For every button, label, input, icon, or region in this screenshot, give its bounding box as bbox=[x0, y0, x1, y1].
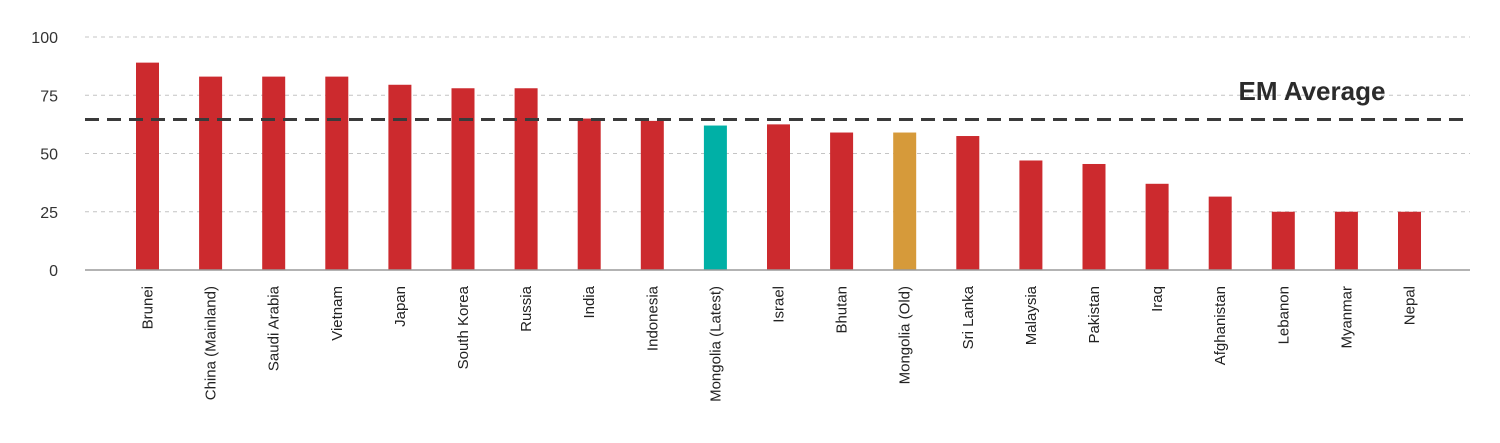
x-tick-label: Iraq bbox=[1149, 286, 1166, 312]
y-axis-ticks: 0 25 50 75 100 bbox=[31, 30, 58, 280]
bar bbox=[325, 76, 349, 270]
x-tick-label: Afghanistan bbox=[1212, 286, 1229, 365]
bar bbox=[893, 132, 917, 270]
bar bbox=[136, 62, 159, 270]
bar bbox=[451, 88, 475, 270]
x-tick-label: China (Mainland) bbox=[203, 286, 220, 400]
x-tick-label: India bbox=[581, 285, 598, 318]
bar bbox=[830, 132, 854, 270]
gridlines bbox=[85, 36, 1470, 213]
x-tick-label: Malaysia bbox=[1023, 285, 1040, 345]
x-tick-label: Mongolia (Latest) bbox=[707, 286, 724, 402]
bar bbox=[388, 84, 412, 270]
bar bbox=[262, 76, 286, 270]
bar bbox=[1082, 163, 1106, 270]
bar bbox=[640, 120, 664, 270]
bar bbox=[1271, 211, 1295, 270]
bar bbox=[1019, 160, 1043, 270]
x-tick-label: Saudi Arabia bbox=[266, 285, 283, 371]
x-tick-label: Bhutan bbox=[834, 286, 851, 334]
y-tick-label: 0 bbox=[49, 263, 58, 280]
bar bbox=[199, 76, 223, 270]
x-tick-label: Mongolia (Old) bbox=[897, 286, 914, 384]
x-tick-label: Lebanon bbox=[1275, 286, 1292, 344]
bar bbox=[1398, 211, 1421, 270]
x-tick-label: Russia bbox=[518, 285, 535, 332]
bar bbox=[577, 118, 601, 270]
x-tick-label: Vietnam bbox=[329, 286, 346, 341]
x-tick-label: Nepal bbox=[1402, 286, 1419, 325]
bar bbox=[1334, 211, 1358, 270]
y-tick-label: 75 bbox=[40, 88, 58, 105]
bar bbox=[956, 136, 980, 270]
bar bbox=[767, 124, 790, 270]
bar bbox=[703, 125, 727, 270]
x-tick-label: Brunei bbox=[140, 286, 157, 329]
x-tick-label: Indonesia bbox=[644, 285, 661, 351]
bar bbox=[514, 88, 538, 270]
em-average-label: EM Average bbox=[1239, 76, 1386, 106]
x-tick-label: Myanmar bbox=[1338, 286, 1355, 349]
x-tick-label: Japan bbox=[392, 286, 409, 327]
y-tick-label: 25 bbox=[40, 205, 58, 222]
bar bbox=[1145, 183, 1169, 270]
bars bbox=[136, 62, 1421, 270]
y-tick-label: 100 bbox=[31, 30, 58, 47]
x-tick-label: Israel bbox=[771, 286, 788, 323]
x-axis-labels: Brunei China (Mainland) Saudi Arabia Vietna… bbox=[140, 285, 1419, 402]
x-tick-label: Sri Lanka bbox=[960, 285, 977, 349]
y-tick-label: 50 bbox=[40, 147, 58, 164]
x-tick-label: Pakistan bbox=[1086, 286, 1103, 344]
bar bbox=[1208, 196, 1232, 270]
x-tick-label: South Korea bbox=[455, 285, 472, 369]
